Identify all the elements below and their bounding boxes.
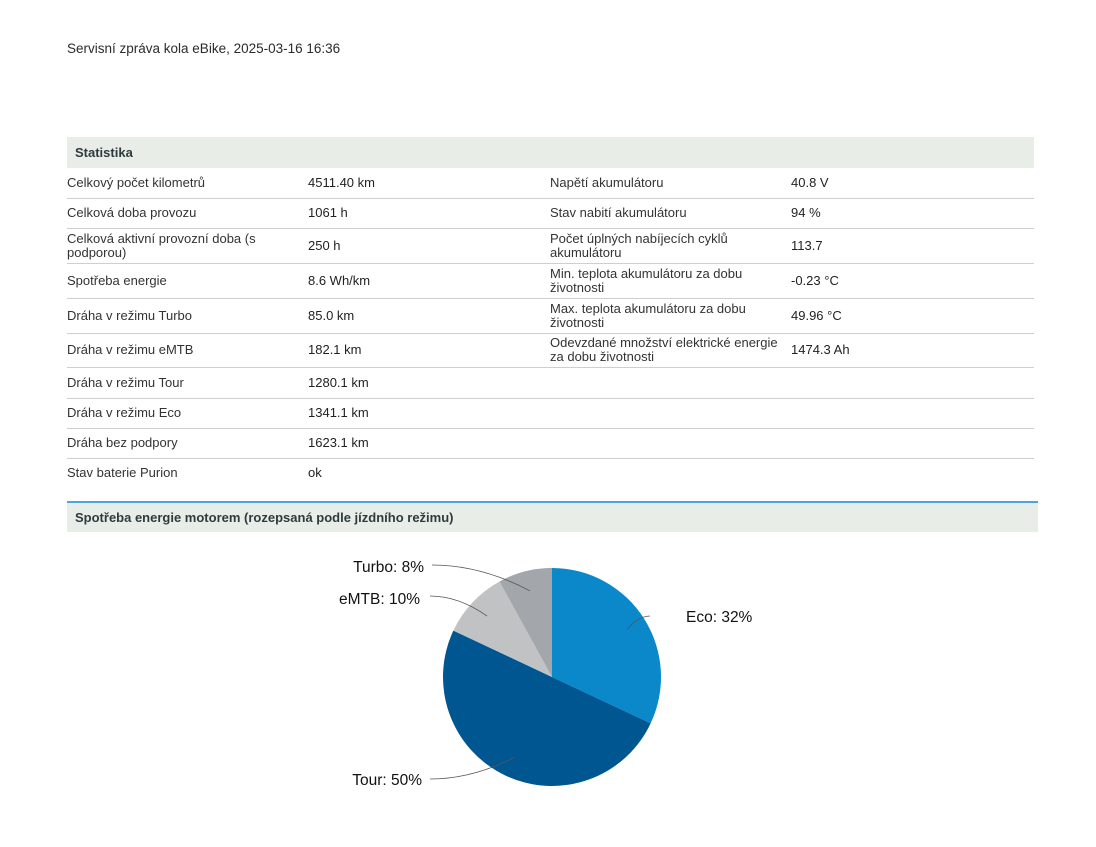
table-row: Dráha v režimu Turbo 85.0 km Max. teplot… [67,298,1034,333]
table-row: Celková doba provozu 1061 h Stav nabití … [67,198,1034,228]
battery-stat-label: Stav nabití akumulátoru [550,205,687,220]
pie-chart-svg: Eco: 32% Tour: 50% eMTB: 10% Turbo: 8% [339,559,753,789]
battery-stat-value: 49.96 °C [791,307,842,323]
leader-line [429,757,515,780]
stat-label: Dráha v režimu Eco [67,405,182,420]
table-row: Dráha bez podpory 1623.1 km [67,428,1034,458]
empty-cell [791,458,1034,488]
stat-value: 1341.1 km [308,405,369,420]
stat-value: 85.0 km [308,307,355,323]
stat-value: 8.6 Wh/km [308,272,371,288]
report-title: Servisní zpráva kola eBike, 2025-03-16 1… [67,41,341,56]
stat-label: Dráha v režimu Turbo [67,307,192,323]
pie-slice-emtb [453,581,552,677]
battery-stat-value: 1474.3 Ah [791,342,850,357]
table-row: Dráha v režimu Tour 1280.1 km [67,367,1034,398]
pie-slice-label: Tour: 50% [352,772,422,789]
table-row: Spotřeba energie 8.6 Wh/km Min. teplota … [67,263,1034,298]
battery-stat-label: Odevzdané množství elektrické energie za… [550,335,778,364]
stat-value: 250 h [308,237,341,253]
stat-value: 1623.1 km [308,435,369,450]
battery-stat-label: Počet úplných nabíjecích cyklů akumuláto… [550,230,728,260]
battery-stat-value: 40.8 V [791,174,829,190]
stat-label: Dráha bez podpory [67,435,178,450]
stat-value: ok [308,465,322,481]
empty-cell [550,398,791,428]
leader-line [429,595,488,617]
stat-label: Celková doba provozu [67,205,197,220]
empty-cell [550,428,791,458]
pie-slice-eco [552,568,661,724]
stat-value: 4511.40 km [308,174,375,190]
battery-stat-value: 94 % [791,205,821,220]
empty-cell [550,367,791,398]
stat-value: 1061 h [308,205,348,220]
stats-table: Celkový počet kilometrů 4511.40 km Napět… [67,168,1034,488]
leader-line [626,615,651,630]
stat-label: Spotřeba energie [67,272,167,288]
stat-label: Dráha v režimu eMTB [67,342,194,357]
battery-stat-label: Max. teplota akumulátoru za dobu životno… [550,300,746,330]
battery-stat-label: Min. teplota akumulátoru za dobu životno… [550,265,743,295]
pie-slice-label: Eco: 32% [686,609,753,626]
stat-label: Celková aktivní provozní doba (s podporo… [67,230,256,260]
table-row: Celková aktivní provozní doba (s podporo… [67,228,1034,263]
energy-pie-chart: Eco: 32% Tour: 50% eMTB: 10% Turbo: 8% [0,532,1096,832]
battery-stat-value: 113.7 [791,237,823,253]
stat-label: Stav baterie Purion [67,465,178,481]
empty-cell [791,398,1034,428]
stats-section-header: Statistika [67,137,1034,168]
table-row: Celkový počet kilometrů 4511.40 km Napět… [67,168,1034,198]
pie-slice-tour [442,630,651,786]
energy-section-header: Spotřeba energie motorem (rozepsaná podl… [67,501,1038,532]
pie-slice-label: Turbo: 8% [353,559,424,576]
table-row: Stav baterie Purion ok [67,458,1034,488]
stat-value: 1280.1 km [308,374,369,390]
stat-value: 182.1 km [308,342,362,357]
empty-cell [550,458,791,488]
battery-stat-value: -0.23 °C [791,272,839,288]
pie-slice-turbo [499,568,552,677]
stat-label: Celkový počet kilometrů [67,174,205,190]
table-row: Dráha v režimu Eco 1341.1 km [67,398,1034,428]
empty-cell [791,428,1034,458]
leader-line [431,564,531,592]
table-row: Dráha v režimu eMTB 182.1 km Odevzdané m… [67,333,1034,367]
empty-cell [791,367,1034,398]
battery-stat-label: Napětí akumulátoru [550,174,664,190]
stat-label: Dráha v režimu Tour [67,374,184,390]
pie-slice-label: eMTB: 10% [339,591,420,608]
